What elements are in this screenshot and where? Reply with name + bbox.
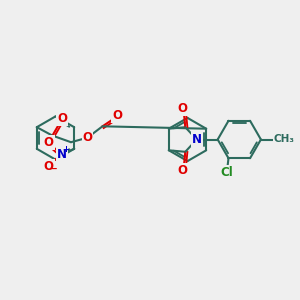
Text: CH₃: CH₃ <box>274 134 295 145</box>
Text: N: N <box>57 148 67 161</box>
Text: O: O <box>44 136 54 149</box>
Text: +: + <box>62 146 69 154</box>
Text: O: O <box>82 130 92 144</box>
Text: O: O <box>177 164 187 177</box>
Text: O: O <box>57 112 67 125</box>
Text: −: − <box>49 164 58 174</box>
Text: Cl: Cl <box>220 166 233 179</box>
Text: O: O <box>112 109 122 122</box>
Text: O: O <box>177 102 187 115</box>
Text: O: O <box>44 160 54 173</box>
Text: N: N <box>192 133 202 146</box>
